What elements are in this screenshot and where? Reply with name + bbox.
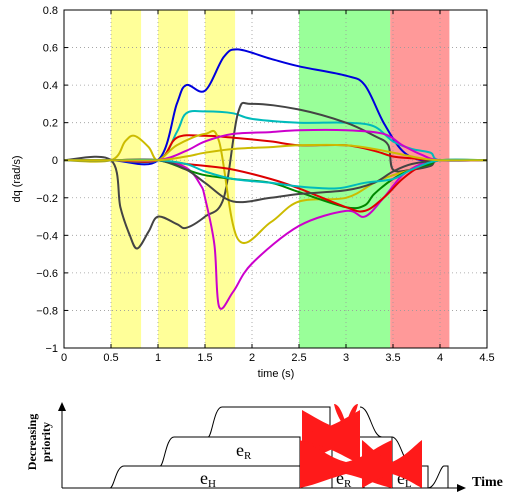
x-tick-label: 2 bbox=[249, 352, 255, 364]
x-tick-label: 1.5 bbox=[197, 352, 212, 364]
x-tick-label: 3 bbox=[343, 352, 349, 364]
transition-crossings bbox=[300, 404, 422, 488]
time-axis-label: Time bbox=[472, 475, 503, 490]
priority-label-line2: priority bbox=[39, 422, 53, 462]
time-axis-arrow bbox=[457, 484, 466, 492]
y-tick-label: −0.6 bbox=[36, 268, 58, 280]
y-tick-label: −1 bbox=[45, 343, 58, 355]
y-tick-label: 0.6 bbox=[43, 43, 58, 55]
x-tick-label: 4.5 bbox=[479, 352, 494, 364]
y-tick-label: 0 bbox=[52, 155, 58, 167]
y-tick-label: −0.8 bbox=[36, 305, 58, 317]
y-tick-label: 0.8 bbox=[43, 5, 58, 17]
y-tick-label: 0.4 bbox=[43, 80, 58, 92]
priority-diagram: Decreasing priority Time eH eR eL eR eL bbox=[25, 402, 503, 492]
crossing-3b bbox=[392, 440, 422, 488]
priority-label-line1: Decreasing bbox=[25, 414, 39, 470]
crossing-top bbox=[334, 404, 358, 428]
task-el-fade bbox=[359, 406, 383, 438]
shaded-region-0 bbox=[111, 10, 142, 348]
series-line-5 bbox=[63, 129, 488, 244]
task-er-label: eR bbox=[236, 440, 252, 462]
crossing-2 bbox=[300, 440, 346, 488]
y-axis: −1 −0.8 −0.6 −0.4 −0.2 0 0.2 0.4 0.6 0.8 bbox=[36, 5, 487, 355]
task-eh-shape bbox=[109, 465, 301, 489]
x-tick-label: 0 bbox=[61, 352, 67, 364]
series-line-2 bbox=[63, 101, 488, 250]
crossing-3 bbox=[362, 440, 392, 488]
task-er-shape bbox=[159, 436, 301, 467]
y-axis-label: dq (rad/s) bbox=[11, 155, 23, 202]
series-line-11 bbox=[64, 143, 488, 162]
task-eh-label: eH bbox=[200, 468, 216, 490]
x-tick-label: 1 bbox=[155, 352, 161, 364]
grid bbox=[64, 10, 487, 348]
priority-axis-arrow bbox=[58, 402, 66, 411]
x-tick-label: 2.5 bbox=[291, 352, 306, 364]
switched-el-fade bbox=[427, 465, 449, 489]
shaded-region-1 bbox=[158, 10, 189, 348]
task-el-shape bbox=[207, 406, 331, 438]
x-tick-label: 4 bbox=[437, 352, 443, 364]
shaded-region-3 bbox=[299, 10, 391, 348]
plot-frame bbox=[63, 9, 488, 349]
x-axis: 0 0.5 1 1.5 2 2.5 3 3.5 4 4.5 bbox=[61, 10, 495, 364]
switched-er-label: eR bbox=[336, 468, 352, 490]
x-axis-label: time (s) bbox=[258, 368, 295, 380]
x-tick-label: 3.5 bbox=[385, 352, 400, 364]
series-lines bbox=[63, 48, 488, 310]
switched-el-label: eL bbox=[397, 468, 412, 490]
x-tick-label: 0.5 bbox=[103, 352, 118, 364]
y-tick-label: −0.4 bbox=[36, 230, 58, 242]
y-tick-label: 0.2 bbox=[43, 118, 58, 130]
y-tick-label: −0.2 bbox=[36, 193, 58, 205]
